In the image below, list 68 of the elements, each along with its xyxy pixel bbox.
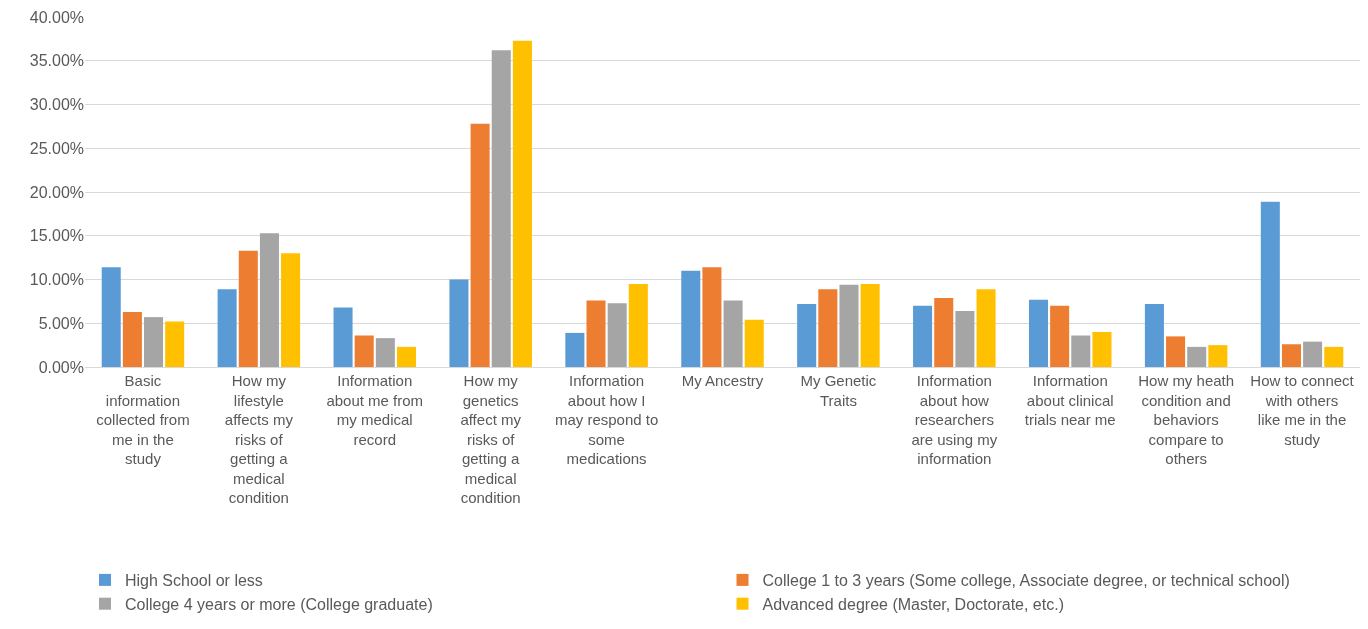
bar: [354, 335, 374, 367]
y-tick-label: 30.00%: [29, 96, 84, 114]
x-tick-label: How my heath condition and behaviors compare to others: [1138, 372, 1235, 467]
y-tick-label: 25.00%: [29, 139, 84, 157]
x-tick-label: How my genetics affect my risks of getting a medical condition: [460, 372, 522, 506]
bar: [1050, 305, 1070, 367]
bar: [1144, 304, 1164, 367]
bar: [1281, 344, 1301, 367]
bar: [165, 321, 185, 367]
bar: [1324, 346, 1344, 367]
legend-label: High School or less: [125, 572, 263, 590]
bar: [1187, 346, 1207, 367]
bar: [1260, 201, 1280, 367]
y-tick-label: 5.00%: [38, 314, 84, 332]
bar: [934, 297, 954, 367]
bar: [628, 283, 648, 367]
y-tick-label: 15.00%: [29, 227, 84, 245]
x-tick-label: My Ancestry: [681, 372, 764, 389]
x-tick-label: My Genetic Traits: [800, 372, 877, 409]
y-tick-label: 20.00%: [29, 183, 84, 201]
bar: [449, 279, 469, 367]
legend-label: Advanced degree (Master, Doctorate, etc.): [762, 595, 1064, 613]
bar: [512, 40, 532, 367]
bar: [1071, 335, 1091, 367]
y-tick-label: 10.00%: [29, 271, 84, 289]
bar: [1028, 299, 1049, 367]
bar: [396, 346, 417, 367]
x-tick-label: Information about clinical trials near me: [1024, 372, 1116, 428]
y-tick-label: 35.00%: [29, 52, 84, 70]
bar: [702, 267, 722, 367]
y-tick-label: 40.00%: [29, 8, 84, 26]
bar: [744, 319, 764, 367]
y-tick-label: 0.00%: [38, 358, 84, 376]
x-tick-label: Basic information collected from me in the study: [96, 372, 190, 467]
bar: [1303, 341, 1323, 367]
bar: [122, 311, 142, 367]
bar: [1092, 332, 1112, 367]
bar: [839, 284, 859, 367]
x-tick-label: How my lifestyle affects my risks of getting a medical condition: [224, 372, 294, 506]
legend-label: College 4 years or more (College graduate): [125, 595, 433, 613]
bar: [101, 267, 121, 367]
bar: [281, 253, 301, 367]
bar: [375, 338, 395, 367]
bar: [818, 289, 838, 367]
bar: [586, 300, 606, 367]
x-tick-label: Information about how researchers are using my information: [911, 372, 998, 467]
bar: [565, 332, 585, 367]
bar: [607, 303, 627, 367]
bar: [333, 307, 353, 367]
bar: [681, 270, 701, 367]
bar: [797, 304, 817, 367]
bar: [976, 289, 996, 367]
bar: [1208, 345, 1228, 367]
x-tick-label: Information about me from my medical record: [326, 372, 424, 448]
bar: [238, 250, 258, 367]
bar: [144, 317, 164, 367]
bar: [955, 311, 975, 367]
bar: [259, 233, 279, 367]
bar: [470, 123, 490, 367]
x-tick-label: Information about how I may respond to some medications: [554, 372, 659, 467]
legend-label: College 1 to 3 years (Some college, Associate degree, or technical school): [762, 572, 1290, 590]
bar: [860, 283, 880, 367]
x-tick-label: How to connect with others like me in the study: [1250, 372, 1355, 448]
bar: [913, 305, 933, 367]
bar: [1166, 336, 1186, 367]
bar: [217, 289, 237, 367]
bar: [491, 50, 511, 367]
bar: [723, 300, 743, 367]
